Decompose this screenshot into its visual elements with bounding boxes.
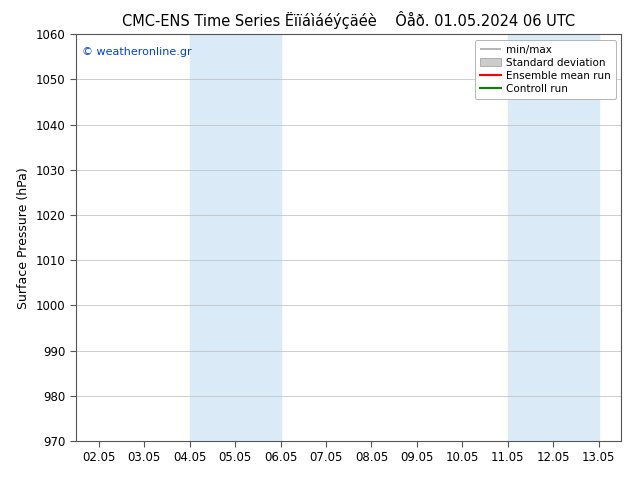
Bar [190,34,280,441]
Bar [508,34,598,441]
Text: © weatheronline.gr: © weatheronline.gr [82,47,191,56]
Legend: min/max, Standard deviation, Ensemble mean run, Controll run: min/max, Standard deviation, Ensemble me… [475,40,616,99]
Y-axis label: Surface Pressure (hPa): Surface Pressure (hPa) [17,167,30,309]
Title: CMC-ENS Time Series Ëïïáìáéýçäéè    Ôåð. 01.05.2024 06 UTC: CMC-ENS Time Series Ëïïáìáéýçäéè Ôåð. 01… [122,11,575,29]
